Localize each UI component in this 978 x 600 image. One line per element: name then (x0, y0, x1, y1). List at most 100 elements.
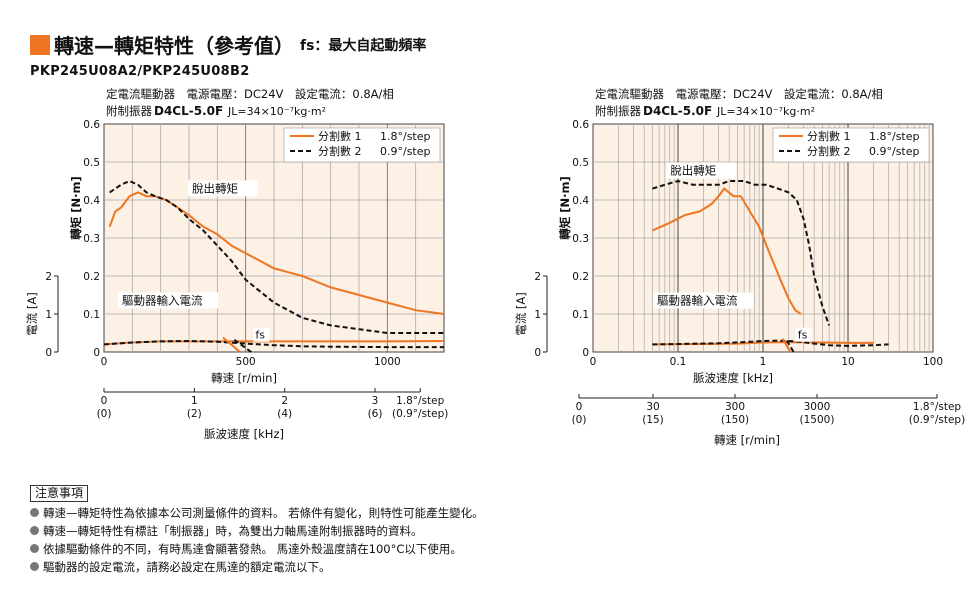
secondary-tick-alt-label: (6) (368, 408, 383, 420)
secondary-tick-alt-label: (0) (572, 414, 587, 426)
y-tick-label: 0.4 (83, 195, 100, 207)
legend-label: 分割數 2 (807, 144, 851, 158)
y-tick-label: 0.6 (83, 119, 100, 131)
secondary-tick-label: 3000 (804, 401, 831, 413)
current-tick-label: 0 (534, 347, 541, 359)
note-text: 轉速—轉矩特性有標註「制振器」時，為雙出力軸馬達附制振器時的資料。 (43, 524, 423, 538)
y-axis-label: 轉矩 [N·m] (69, 176, 83, 240)
legend-box (772, 127, 930, 163)
secondary-tick-alt-label: (150) (721, 414, 749, 426)
secondary-tick-alt-label: (2) (187, 408, 202, 420)
secondary-tick-alt-label: (0) (97, 408, 112, 420)
chart-conditions: 定電流驅動器 電源電壓：DC24V 設定電流：0.8A/相 (595, 87, 883, 101)
y-tick-label: 0.2 (83, 271, 100, 283)
page-header: 轉速—轉矩特性（參考值） fs：最大自起動頻率 (30, 30, 426, 60)
series-line-torque-div1 (651, 187, 802, 315)
current-tick-label: 0 (45, 347, 52, 359)
current-axis-label: 電流 [A] (514, 292, 528, 336)
legend-box (283, 127, 441, 163)
x-tick-label: 1000 (374, 356, 401, 368)
bullet-icon (30, 508, 39, 517)
series-line-torque-div1 (108, 191, 445, 315)
x-axis-label: 轉速 [r/min] (211, 371, 277, 385)
x-tick-label: 0 (101, 356, 108, 368)
x-tick-label: 0 (590, 356, 597, 368)
notes: 注意事項 轉速—轉矩特性為依據本公司測量條件的資料。 若條件有變化，則特性可能產… (30, 484, 484, 576)
secondary-tick-label: 300 (725, 401, 745, 413)
bullet-icon (30, 544, 39, 553)
bullet-icon (30, 562, 39, 571)
driver-current-label: 驅動器輸入電流 (657, 294, 738, 308)
note-text: 依據驅動條件的不同，有時馬達會顯著發熱。 馬達外殼溫度請在100°C以下使用。 (43, 542, 462, 556)
secondary-axis-label: 轉速 [r/min] (714, 433, 780, 447)
legend-step: 1.8°/step (380, 130, 431, 143)
title-marker (30, 34, 50, 55)
secondary-tick-label: 0 (576, 401, 583, 413)
y-tick-label: 0.1 (572, 309, 589, 321)
secondary-tick-alt-label: (15) (642, 414, 664, 426)
pullout-label-bg (666, 162, 737, 179)
bullet-icon (30, 526, 39, 535)
fs-label-bg (795, 327, 812, 342)
y-tick-label: 0.5 (83, 157, 100, 169)
x-tick-label: 10 (841, 356, 854, 368)
pullout-label-bg (188, 180, 258, 197)
y-tick-label: 0 (582, 347, 589, 359)
inertia-model: D4CL-5.0F (154, 104, 223, 118)
legend-step: 0.9°/step (380, 145, 431, 158)
legend-label: 分割數 2 (318, 144, 362, 158)
current-tick-label: 1 (45, 309, 52, 321)
secondary-end-alt-label: (0.9°/step) (392, 408, 448, 420)
legend-step: 1.8°/step (869, 130, 920, 143)
driver-current-label-bg (118, 292, 218, 309)
secondary-tick-alt-label: (4) (277, 408, 292, 420)
note-text: 驅動器的設定電流，請務必設定在馬達的額定電流以下。 (43, 560, 331, 574)
legend-step: 0.9°/step (869, 145, 920, 158)
page-title: 轉速—轉矩特性（參考值） (54, 34, 294, 58)
x-tick-label: 0.1 (670, 356, 687, 368)
series-line-current-div2 (652, 339, 889, 347)
series-line-fs-div2 (785, 340, 795, 353)
inertia-model: D4CL-5.0F (643, 104, 712, 118)
current-tick-label: 2 (534, 271, 541, 283)
fs-note: fs：最大自起動頻率 (300, 37, 427, 54)
series-line-fs-div2 (233, 338, 252, 353)
y-tick-label: 0.4 (572, 195, 589, 207)
x-tick-label: 500 (236, 356, 256, 368)
secondary-tick-label: 30 (646, 401, 659, 413)
notes-title: 注意事項 (30, 485, 89, 502)
y-tick-label: 0.3 (572, 233, 589, 245)
legend-label: 分割數 1 (318, 129, 362, 143)
secondary-tick-label: 0 (101, 395, 108, 407)
pullout-torque-label: 脫出轉矩 (670, 163, 716, 177)
secondary-axis-label: 脈波速度 [kHz] (204, 427, 284, 441)
pullout-torque-label: 脫出轉矩 (192, 181, 238, 195)
driver-current-label: 驅動器輸入電流 (122, 294, 203, 308)
y-tick-label: 0.1 (83, 309, 100, 321)
x-tick-label: 1 (760, 356, 767, 368)
driver-current-label-bg (653, 292, 753, 309)
secondary-tick-alt-label: (1500) (800, 414, 835, 426)
series-line-fs-div1 (222, 336, 241, 353)
secondary-tick-label: 1 (191, 395, 198, 407)
fs-label-bg (253, 327, 270, 342)
note-item: 轉速—轉矩特性有標註「制振器」時，為雙出力軸馬達附制振器時的資料。 (30, 522, 484, 540)
series-line-torque-div2 (652, 179, 831, 326)
x-tick-label: 100 (923, 356, 943, 368)
note-text: 轉速—轉矩特性為依據本公司測量條件的資料。 若條件有變化，則特性可能產生變化。 (43, 506, 484, 520)
inertia-value: JL=34×10⁻⁷kg·m² (716, 105, 815, 118)
fs-label: fs (255, 329, 265, 342)
current-axis-label: 電流 [A] (25, 292, 39, 336)
secondary-end-label: 1.8°/step (913, 401, 962, 413)
secondary-end-alt-label: (0.9°/step) (909, 414, 965, 426)
current-tick-label: 1 (534, 309, 541, 321)
series-line-fs-div1 (781, 338, 792, 353)
x-axis-label: 脈波速度 [kHz] (693, 371, 773, 385)
legend-label: 分割數 1 (807, 129, 851, 143)
secondary-tick-label: 3 (372, 395, 379, 407)
y-axis-label: 轉矩 [N·m] (558, 176, 572, 240)
note-item: 轉速—轉矩特性為依據本公司測量條件的資料。 若條件有變化，則特性可能產生變化。 (30, 504, 484, 522)
inertia-prefix: 附制振器 (106, 104, 152, 118)
